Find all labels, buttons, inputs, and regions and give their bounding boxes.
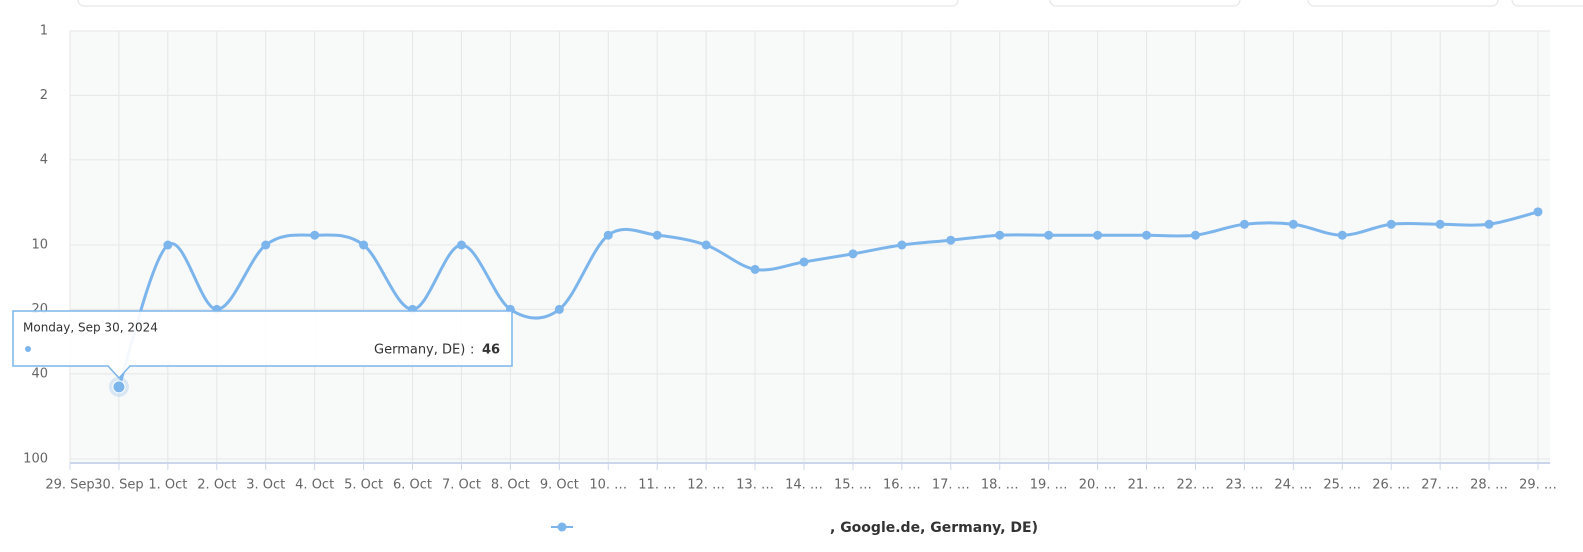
point [995, 230, 1005, 240]
point [456, 240, 466, 250]
point [701, 240, 711, 250]
tooltip: Monday, Sep 30, 2024 Germany, DE) 46 : [12, 310, 513, 380]
point [1435, 219, 1445, 229]
x-tick-label: 12. … [687, 478, 725, 493]
point [603, 230, 613, 240]
x-tick-label: 15. … [834, 478, 872, 493]
point [1386, 219, 1396, 229]
legend-label[interactable]: , Google.de, Germany, DE) [830, 520, 1038, 536]
tooltip-colon: : [470, 343, 474, 358]
point [163, 240, 173, 250]
point [946, 235, 956, 245]
x-tick-label: 13. … [736, 478, 774, 493]
x-tick-label: 28. … [1470, 478, 1508, 493]
point [554, 304, 564, 314]
point [799, 257, 809, 267]
x-tick-label: 4. Oct [295, 478, 334, 493]
point [310, 230, 320, 240]
tooltip-value: 46 [482, 343, 500, 358]
point [1533, 207, 1543, 217]
point [1190, 230, 1200, 240]
x-tick-label: 22. … [1177, 478, 1215, 493]
x-tick-label: 10. … [589, 478, 627, 493]
y-tick-label: 2 [40, 88, 48, 103]
y-tick-label: 100 [23, 452, 48, 467]
point [1044, 230, 1054, 240]
x-tick-label: 25. … [1323, 478, 1361, 493]
x-tick-label: 26. … [1372, 478, 1410, 493]
point [1093, 230, 1103, 240]
point [897, 240, 907, 250]
x-tick-label: 24. … [1274, 478, 1312, 493]
x-tick-label: 21. … [1128, 478, 1166, 493]
x-tick-label: 18. … [981, 478, 1019, 493]
tooltip-box [12, 310, 513, 380]
dropdown[interactable] [1049, 0, 1241, 7]
x-tick-label: 20. … [1079, 478, 1117, 493]
x-tick-label: 9. Oct [540, 478, 579, 493]
dropdown[interactable] [1511, 0, 1583, 7]
point [848, 249, 858, 259]
tooltip-symbol [25, 346, 31, 352]
point [359, 240, 369, 250]
point [112, 380, 126, 394]
x-tick-label: 29. … [1519, 478, 1557, 493]
x-tick-label: 3. Oct [246, 478, 285, 493]
y-tick-label: 40 [31, 366, 48, 381]
tooltip-header: Monday, Sep 30, 2024 [23, 321, 158, 335]
x-tick-label: 7. Oct [442, 478, 481, 493]
legend-symbol[interactable] [557, 522, 567, 532]
point [1239, 219, 1249, 229]
point [1484, 219, 1494, 229]
x-tick-label: 8. Oct [491, 478, 530, 493]
point [652, 230, 662, 240]
plot-background [70, 31, 1550, 463]
y-tick-label: 1 [40, 24, 48, 39]
x-tick-label: 17. … [932, 478, 970, 493]
point [261, 240, 271, 250]
dropdown[interactable] [1307, 0, 1499, 7]
x-tick-label: 5. Oct [344, 478, 383, 493]
x-tick-label: 19. … [1030, 478, 1068, 493]
x-tick-label: 1. Oct [148, 478, 187, 493]
y-tick-label: 4 [40, 152, 48, 167]
x-tick-label: 29. Sep [45, 478, 94, 493]
y-tick-label: 10 [31, 238, 48, 253]
x-tick-label: 30. Sep [94, 478, 143, 493]
x-tick-label: 6. Oct [393, 478, 432, 493]
x-tick-label: 2. Oct [197, 478, 236, 493]
point [1337, 230, 1347, 240]
point [750, 264, 760, 274]
x-tick-label: 23. … [1225, 478, 1263, 493]
point [1142, 230, 1152, 240]
search-input[interactable] [77, 0, 959, 7]
x-tick-label: 11. … [638, 478, 676, 493]
point [1288, 219, 1298, 229]
tooltip-series: Germany, DE) [374, 343, 465, 358]
x-tick-label: 14. … [785, 478, 823, 493]
x-tick-label: 16. … [883, 478, 921, 493]
x-tick-label: 27. … [1421, 478, 1459, 493]
